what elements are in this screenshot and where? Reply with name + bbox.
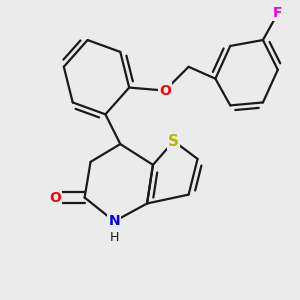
Text: S: S bbox=[168, 134, 179, 148]
Text: F: F bbox=[273, 6, 283, 20]
Text: N: N bbox=[109, 214, 120, 228]
Text: H: H bbox=[110, 231, 119, 244]
Text: O: O bbox=[49, 190, 61, 205]
Text: O: O bbox=[159, 84, 171, 98]
